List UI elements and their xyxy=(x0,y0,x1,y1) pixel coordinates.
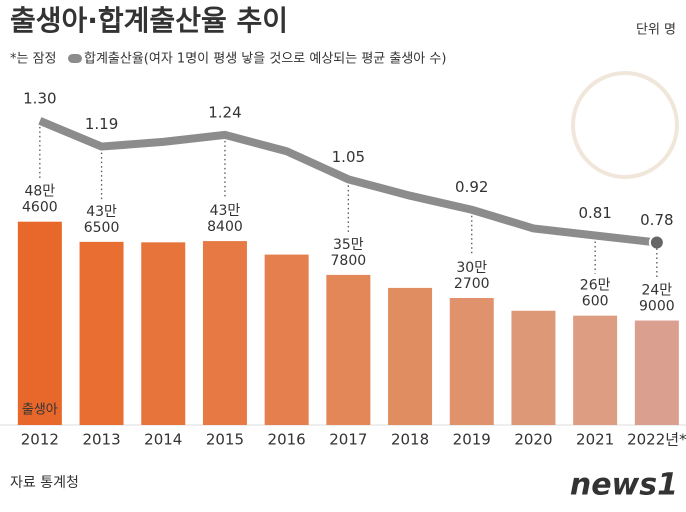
bar-value-label: 43만 6500 xyxy=(84,204,120,236)
bar-value-label: 48만 4600 xyxy=(22,184,58,216)
x-tick-label: 2022년* xyxy=(627,431,686,449)
x-tick-label: 2021 xyxy=(576,431,614,449)
bar xyxy=(634,320,679,425)
bar xyxy=(202,241,247,425)
bar xyxy=(79,241,124,425)
line-value-label: 0.78 xyxy=(640,211,673,229)
x-tick-label: 2015 xyxy=(206,431,244,449)
line-value-label: 1.19 xyxy=(85,115,118,133)
source: 자료 통계청 xyxy=(10,475,79,491)
end-point xyxy=(648,234,665,251)
unit-label: 단위 명 xyxy=(636,23,676,38)
x-tick-label: 2012 xyxy=(21,431,59,449)
x-tick-label: 2020 xyxy=(514,431,552,449)
legend-label: 합계출산율(여자 1명이 평생 낳을 것으로 예상되는 평균 출생아 수) xyxy=(84,52,446,67)
line-value-label: 0.81 xyxy=(578,204,611,222)
x-tick-label: 2018 xyxy=(391,431,429,449)
chart-title: 출생아·합계출산율 추이 xyxy=(10,4,288,37)
line-value-label: 1.05 xyxy=(332,148,365,166)
bar xyxy=(17,221,62,425)
bar xyxy=(141,242,186,425)
bar xyxy=(573,315,618,425)
bar-value-label: 26만 600 xyxy=(580,278,611,310)
line-value-label: 1.30 xyxy=(23,89,56,107)
x-tick-label: 2013 xyxy=(82,431,120,449)
bar-value-label: 43만 8400 xyxy=(207,203,243,235)
bar xyxy=(326,274,371,425)
bar-value-label: 35만 7800 xyxy=(331,237,367,269)
x-tick-label: 2017 xyxy=(329,431,367,449)
line-value-label: 0.92 xyxy=(455,178,488,196)
bar xyxy=(449,298,494,425)
bar-value-label: 24만 9000 xyxy=(639,283,675,315)
legend-swatch xyxy=(68,54,82,63)
line-value-label: 1.24 xyxy=(208,103,241,121)
x-tick-label: 2019 xyxy=(453,431,491,449)
bar-value-label: 30만 2700 xyxy=(454,260,490,292)
x-tick-label: 2016 xyxy=(268,431,306,449)
baby-icon xyxy=(571,71,679,179)
bar xyxy=(388,287,433,425)
logo: news1 xyxy=(570,468,678,503)
bar xyxy=(264,254,309,425)
note: *는 잠정 xyxy=(10,52,57,67)
bar xyxy=(511,310,556,425)
x-tick-label: 2014 xyxy=(144,431,182,449)
bar-series-label: 출생아 xyxy=(22,403,58,418)
line xyxy=(38,117,658,247)
